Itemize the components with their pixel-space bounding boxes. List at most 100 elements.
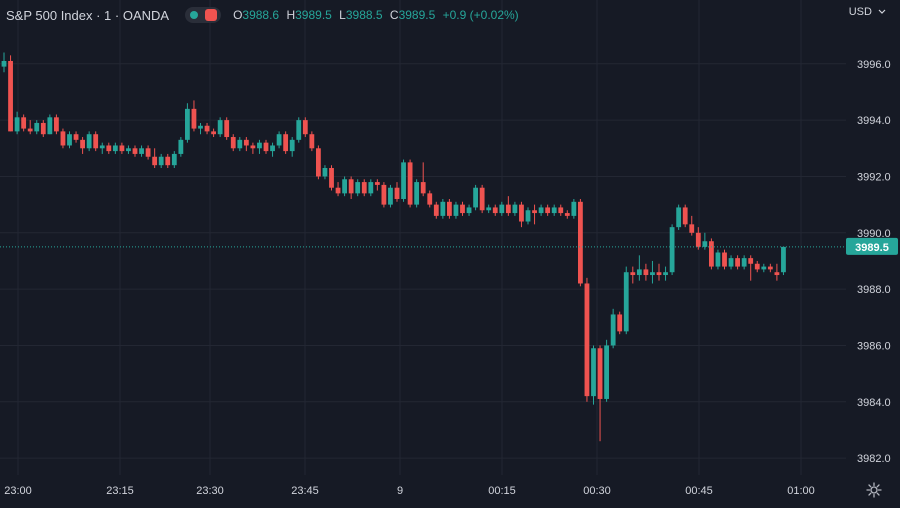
candle-body [132,148,138,154]
price-tick-label: 3982.0 [857,453,891,465]
candle-body [211,131,216,135]
candle-body [54,117,59,132]
candle-body [8,60,13,132]
candle-body [453,204,459,216]
candle-body [781,246,786,273]
candle-body [237,139,243,149]
candle-body [479,187,485,211]
candle-body [263,142,269,152]
candle-body [447,201,452,216]
candle-body [617,314,623,332]
candle-body [361,182,367,194]
legend-header: S&P 500 Index · 1 · OANDA O3988.6 H3989.… [6,6,519,24]
green-dot-icon [190,11,199,19]
candle-body [145,148,151,157]
candle-body [676,207,682,228]
candle-body [93,134,99,149]
candle-body [656,272,662,276]
candle-body [512,204,518,214]
candle-body [126,148,131,152]
candle-body [623,272,629,332]
gear-icon[interactable] [866,482,882,498]
candle-body [112,145,118,152]
currency-selector[interactable]: USD [849,6,886,18]
candle-body [21,117,27,129]
candle-body [682,207,688,225]
candle-body [754,263,760,270]
candle-body [741,258,747,267]
visibility-toggle[interactable] [185,7,222,23]
candle-body [191,108,197,129]
candle-body [761,266,767,270]
candle-body [270,145,275,152]
candle-body [460,204,465,214]
candle-body [374,182,380,185]
candle-body [702,241,708,247]
candle-body [86,134,92,149]
time-tick-label: 00:45 [685,485,713,497]
time-tick-label: 00:30 [583,485,611,497]
candle-body [630,272,636,276]
low-value: 3988.5 [345,8,383,22]
high-label: H [286,8,296,22]
candle-body [735,258,740,267]
time-tick-label: 23:45 [291,485,319,497]
candle-body [322,168,328,177]
chart-grid [0,0,846,475]
candle-body [152,156,158,166]
candle-body [427,193,433,205]
symbol-title[interactable]: S&P 500 Index · 1 · OANDA [6,7,170,23]
candle-body [316,148,321,177]
candle-body [551,207,557,214]
time-tick-label: 01:00 [787,485,815,497]
candle-body [440,201,446,216]
candle-body [663,272,668,276]
candle-body [564,213,570,216]
price-axis[interactable]: 3996.0 3994.0 3992.0 3990.0 3988.0 3986.0 3984… [857,59,891,465]
candle-body [335,187,341,194]
candle-body [545,207,551,214]
candle-body [348,179,354,194]
candle-body [119,145,125,152]
candle-body [610,314,616,346]
candle-body [414,182,420,205]
candle-body [276,134,282,146]
candle-body [27,128,33,132]
change-value: +0.9 (+0.02%) [442,8,519,22]
candle-body [401,162,406,199]
candle-body [669,227,675,273]
candle-body [1,60,7,67]
candle-body [695,232,701,247]
candle-body [407,162,413,205]
candle-body [40,122,46,135]
candle-body [643,269,649,276]
candle-body [99,145,105,149]
candle-body [394,187,400,199]
candle-body [73,134,79,140]
low-label: L [339,8,346,22]
candle-body [584,283,590,397]
candle-body [604,345,609,399]
candle-body [636,269,642,276]
candle-body [250,145,256,149]
candle-body [709,241,714,267]
candle-body [230,137,236,149]
candle-body [80,139,85,149]
candle-body [728,258,734,267]
candle-body [525,210,531,222]
candle-body [185,108,190,140]
candle-body [767,266,773,270]
candle-body [14,117,20,132]
candle-body [368,182,374,194]
candle-body [355,182,361,194]
candle-body [433,204,439,216]
candle-body [381,184,387,205]
candle-body [774,272,780,276]
candle-body [224,120,230,138]
last-price-text: 3989.5 [855,242,889,254]
time-axis[interactable]: 23:00 23:15 23:30 23:45 9 00:15 00:30 00:45 01:0… [4,485,815,497]
open-value: 3988.6 [242,8,280,22]
price-tick-label: 3984.0 [857,397,891,409]
price-tick-label: 3988.0 [857,284,891,296]
